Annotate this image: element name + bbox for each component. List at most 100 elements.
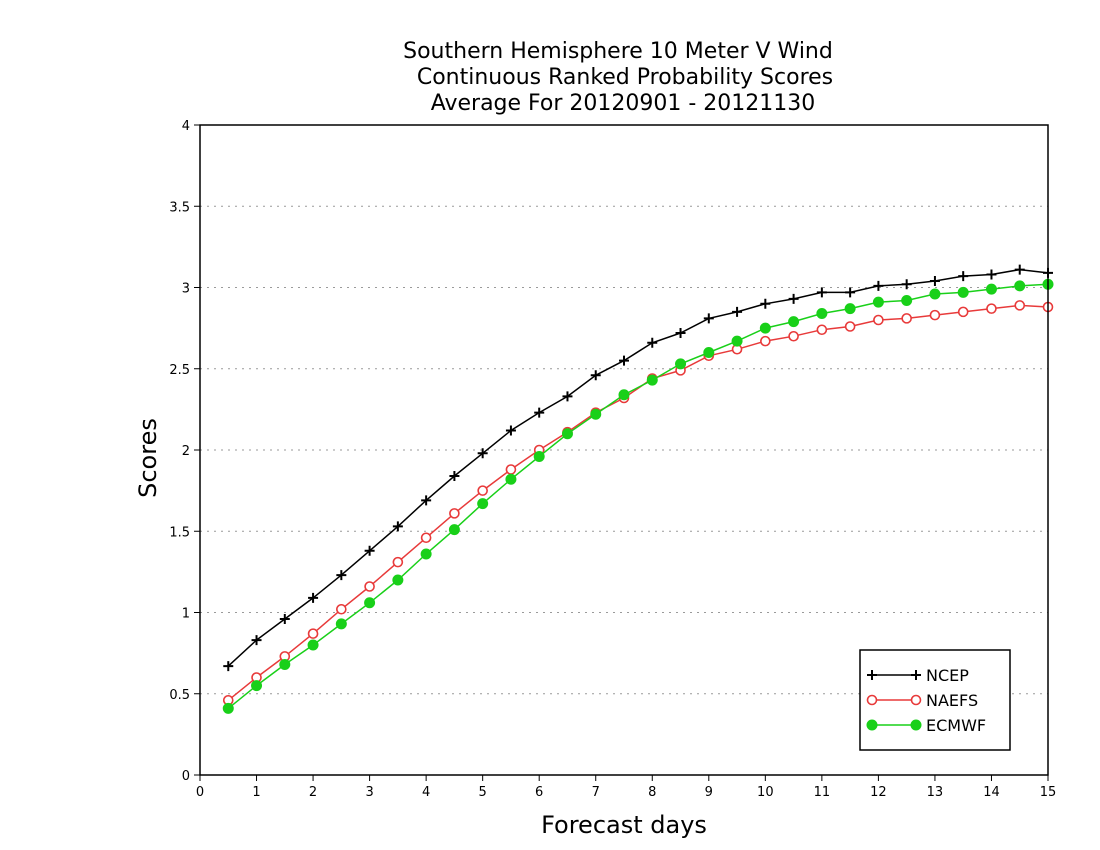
series-ecmwf-point (844, 303, 856, 315)
y-tick-label: 1 (182, 607, 190, 622)
series-ncep-point (534, 407, 545, 418)
series-naefs-point (788, 330, 799, 342)
plot-frame (199, 124, 1049, 776)
series-naefs-point (364, 581, 375, 592)
legend: NCEP NAEFS ECMWF (859, 649, 1011, 751)
x-tick-label: 4 (422, 785, 430, 800)
series-ecmwf-point (222, 702, 234, 714)
series-ecmwf-point (505, 473, 517, 485)
series-ncep-point (505, 425, 516, 436)
series-ecmwf-point (335, 618, 347, 630)
series-naefs-point (449, 508, 460, 519)
series-ncep-point (929, 276, 940, 286)
series-ncep-point (958, 271, 969, 282)
y-tick-label: 1.5 (169, 525, 190, 540)
series-ecmwf-point (364, 597, 376, 609)
series-ecmwf-point (448, 524, 460, 536)
series-ecmwf-point (392, 574, 404, 586)
series-naefs-point (986, 303, 997, 314)
series-ncep (223, 264, 1053, 672)
legend-naefs-point (910, 694, 922, 706)
series-ecmwf-point (279, 659, 291, 670)
series-ncep-point (449, 471, 460, 481)
y-tick-label: 0 (182, 769, 190, 784)
series-ncep-point (816, 287, 827, 298)
x-tick-label: 0 (196, 785, 204, 800)
series-ncep-point (562, 391, 573, 402)
y-tick-label: 2.5 (169, 363, 190, 378)
series-ecmwf-point (1014, 280, 1026, 292)
legend-label-ecmwf: ECMWF (926, 716, 986, 735)
series-ncep-point (392, 521, 403, 532)
series-ecmwf-point (477, 498, 489, 510)
y-axis-label: Scores (134, 418, 162, 498)
series-ncep-point (788, 293, 799, 304)
series-ncep-point (845, 287, 856, 298)
series-ncep-point (647, 337, 658, 348)
series-naefs-point (844, 321, 856, 332)
series-ecmwf-point (759, 322, 771, 334)
y-tick-label: 0.5 (169, 688, 190, 703)
x-tick-label: 5 (479, 785, 487, 800)
series-naefs-point (816, 324, 828, 336)
series-ecmwf-point (590, 408, 602, 420)
series-ncep-point (308, 592, 319, 603)
series-ecmwf-point (533, 451, 545, 462)
series-ncep-point (364, 545, 375, 556)
series-ecmwf-point (872, 296, 884, 308)
series-ncep-point (703, 313, 714, 324)
series-naefs-point (420, 532, 432, 544)
series-ecmwf-point (788, 316, 800, 328)
x-axis-label: Forecast days (541, 811, 707, 839)
chart-title-line-3: Average For 20120901 - 20121130 (431, 91, 816, 116)
series-naefs-point (392, 556, 404, 568)
series-naefs-point (477, 485, 488, 496)
series-ncep-point (421, 495, 432, 506)
legend-ecmwf-point (866, 719, 878, 731)
series-ncep-point (477, 448, 488, 459)
series-ecmwf-point (703, 347, 715, 358)
series-ecmwf-point (561, 428, 573, 440)
y-tick-label: 3 (182, 282, 190, 297)
series-ecmwf-line (227, 283, 1049, 709)
legend-ecmwf-point (910, 719, 922, 731)
y-axis-ticks: 0 0.5 1 1.5 2 2.5 3 3.5 4 (169, 119, 200, 784)
x-tick-label: 11 (814, 785, 831, 800)
series-ecmwf-point (957, 286, 969, 298)
series-naefs-point (901, 313, 912, 324)
x-tick-label: 6 (535, 785, 543, 800)
series-ncep-point (619, 355, 629, 366)
x-tick-label: 14 (983, 785, 1000, 800)
series-ecmwf-point (251, 680, 263, 692)
series-lines (222, 264, 1054, 714)
series-ecmwf (222, 278, 1054, 714)
series-ecmwf-point (901, 295, 913, 306)
series-ncep-point (251, 635, 262, 646)
x-tick-label: 7 (592, 785, 600, 800)
series-ecmwf-point (646, 374, 658, 386)
series-naefs-point (873, 314, 884, 326)
series-ecmwf-point (420, 548, 432, 560)
series-ncep-point (223, 661, 234, 672)
series-ecmwf-point (929, 288, 941, 300)
legend-label-ncep: NCEP (926, 666, 969, 685)
legend-item-naefs: NAEFS (866, 691, 978, 710)
legend-label-naefs: NAEFS (926, 691, 978, 710)
series-ecmwf-point (675, 358, 687, 370)
series-ncep-point (873, 280, 884, 291)
series-naefs-point (505, 464, 517, 475)
y-tick-label: 3.5 (169, 200, 190, 215)
series-ncep-point (901, 279, 912, 290)
series-ecmwf-point (731, 335, 743, 347)
y-tick-label: 4 (182, 119, 190, 134)
x-axis-ticks: 0 1 2 3 4 5 6 7 8 9 10 11 12 13 14 15 (196, 775, 1056, 800)
series-ncep-point (1014, 264, 1025, 275)
series-naefs-point (760, 335, 771, 347)
series-ncep-line (227, 268, 1049, 667)
series-ecmwf-point (618, 389, 630, 401)
legend-ncep-point (867, 670, 877, 680)
y-tick-label: 2 (182, 444, 190, 459)
x-tick-label: 8 (648, 785, 656, 800)
series-naefs-point (307, 628, 319, 639)
